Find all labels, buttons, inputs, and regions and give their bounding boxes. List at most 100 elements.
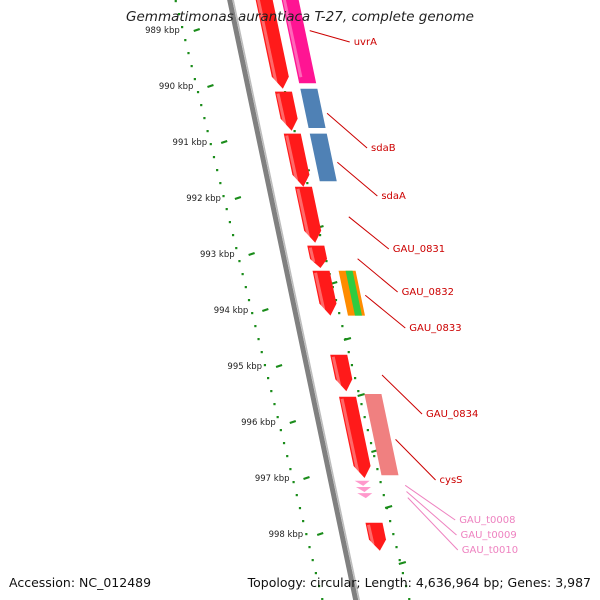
feature-trna (354, 480, 370, 486)
ruler-dot (305, 533, 308, 536)
outer-ring-dot (382, 494, 385, 497)
feature-rna_blue (309, 133, 337, 182)
feature-cds (312, 270, 337, 316)
ruler-dot (247, 299, 251, 302)
feature-highlight (276, 93, 287, 126)
ruler-dot (216, 169, 219, 172)
ruler-label: 993 kbp (200, 250, 235, 260)
label-leader (381, 374, 423, 415)
ruler-dot (267, 377, 270, 380)
feature-label-gau_0833: GAU_0833 (409, 323, 461, 334)
ruler-dot (260, 351, 263, 354)
map-title: Gemmatimonas aurantiaca T-27, complete g… (126, 9, 474, 25)
feature-label-sdab: sdaB (371, 143, 396, 154)
outer-ring-dot (354, 377, 357, 380)
ruler-tick (193, 27, 201, 33)
ruler-dot (263, 364, 267, 367)
ruler-dot (289, 468, 292, 471)
ruler-dot (295, 494, 298, 497)
outer-ring-dot (379, 481, 382, 484)
outer-ring-tick (343, 336, 352, 342)
ruler-dot (212, 156, 216, 159)
ruler-tick (234, 195, 242, 201)
feature-label-gau_t0008: GAU_t0008 (459, 515, 515, 526)
feature-green (345, 270, 362, 316)
ruler-dot (286, 455, 289, 458)
label-leader (309, 30, 350, 43)
ruler-label: 997 kbp (255, 474, 290, 484)
feature-label-gau_0832: GAU_0832 (402, 287, 454, 298)
ruler-dot (181, 26, 184, 29)
ruler-label: 994 kbp (214, 306, 249, 316)
ruler-dot (273, 403, 276, 406)
feature-cds (274, 91, 298, 131)
ruler-dot (257, 338, 260, 341)
label-leader (395, 439, 436, 481)
feature-label-uvra: uvrA (354, 37, 377, 48)
ruler-dot (238, 260, 241, 263)
ruler-dot (270, 390, 273, 393)
ruler-dot (241, 273, 244, 276)
feature-cds (330, 354, 353, 392)
ruler-dot (177, 13, 181, 16)
label-leader (348, 216, 390, 250)
feature-rrna (281, 0, 317, 84)
feature-highlight (331, 356, 342, 386)
feature-highlight (285, 135, 299, 182)
feature-highlight (308, 247, 316, 263)
outer-ring-dot (369, 442, 373, 445)
outer-ring-dot (404, 585, 408, 588)
ruler-dot (321, 598, 324, 600)
feature-salmon (364, 394, 399, 476)
feature-highlight (296, 188, 310, 238)
ruler-dot (231, 234, 235, 237)
ruler-dot (276, 416, 279, 419)
ruler-dot (193, 78, 196, 81)
ruler-dot (279, 429, 282, 432)
feature-highlight (256, 0, 278, 84)
ruler-label: 996 kbp (241, 418, 276, 428)
ruler-dot (206, 130, 209, 133)
accession-text: Accession: NC_012489 (9, 575, 152, 590)
outer-ring-dot (395, 546, 398, 549)
label-leader (404, 484, 456, 521)
ruler-label: 991 kbp (173, 138, 208, 148)
ruler-dot (184, 39, 187, 42)
label-leader (407, 497, 459, 551)
ruler-tick (248, 251, 255, 257)
outer-ring-dot (347, 351, 350, 354)
outer-ring-dot (408, 598, 411, 600)
ruler-label: 992 kbp (186, 194, 221, 204)
ruler-label: 989 kbp (145, 26, 180, 36)
outer-ring-dot (293, 130, 296, 133)
outer-ring-dot (389, 520, 392, 523)
ruler-dot (196, 91, 200, 94)
ruler-dot (292, 481, 295, 484)
ruler-dot (200, 104, 203, 107)
label-leader (337, 161, 378, 197)
ruler-dot (302, 520, 305, 523)
ruler-dot (174, 0, 177, 3)
ruler-tick (207, 83, 214, 89)
outer-ring-dot (360, 403, 363, 406)
ruler-dot (203, 117, 206, 120)
feature-cds (339, 396, 371, 478)
outer-ring-dot (325, 260, 328, 263)
ruler-label: 995 kbp (227, 362, 262, 372)
feature-cds (365, 522, 387, 551)
ruler-tick (289, 419, 297, 425)
feature-label-gau_0834: GAU_0834 (426, 409, 478, 420)
ruler-dot (222, 195, 225, 198)
ruler-dot (317, 585, 321, 588)
feature-rna_blue (300, 88, 326, 128)
outer-ring-dot (306, 182, 309, 185)
outer-ring-dot (341, 325, 344, 328)
ruler-tick (220, 139, 228, 145)
feature-highlight (314, 272, 326, 310)
feature-cds (294, 186, 322, 243)
ruler-tick (275, 363, 283, 369)
topology-text: Topology: circular; Length: 4,636,964 bp… (247, 575, 591, 590)
feature-cds (283, 133, 310, 187)
label-leader (357, 258, 398, 293)
